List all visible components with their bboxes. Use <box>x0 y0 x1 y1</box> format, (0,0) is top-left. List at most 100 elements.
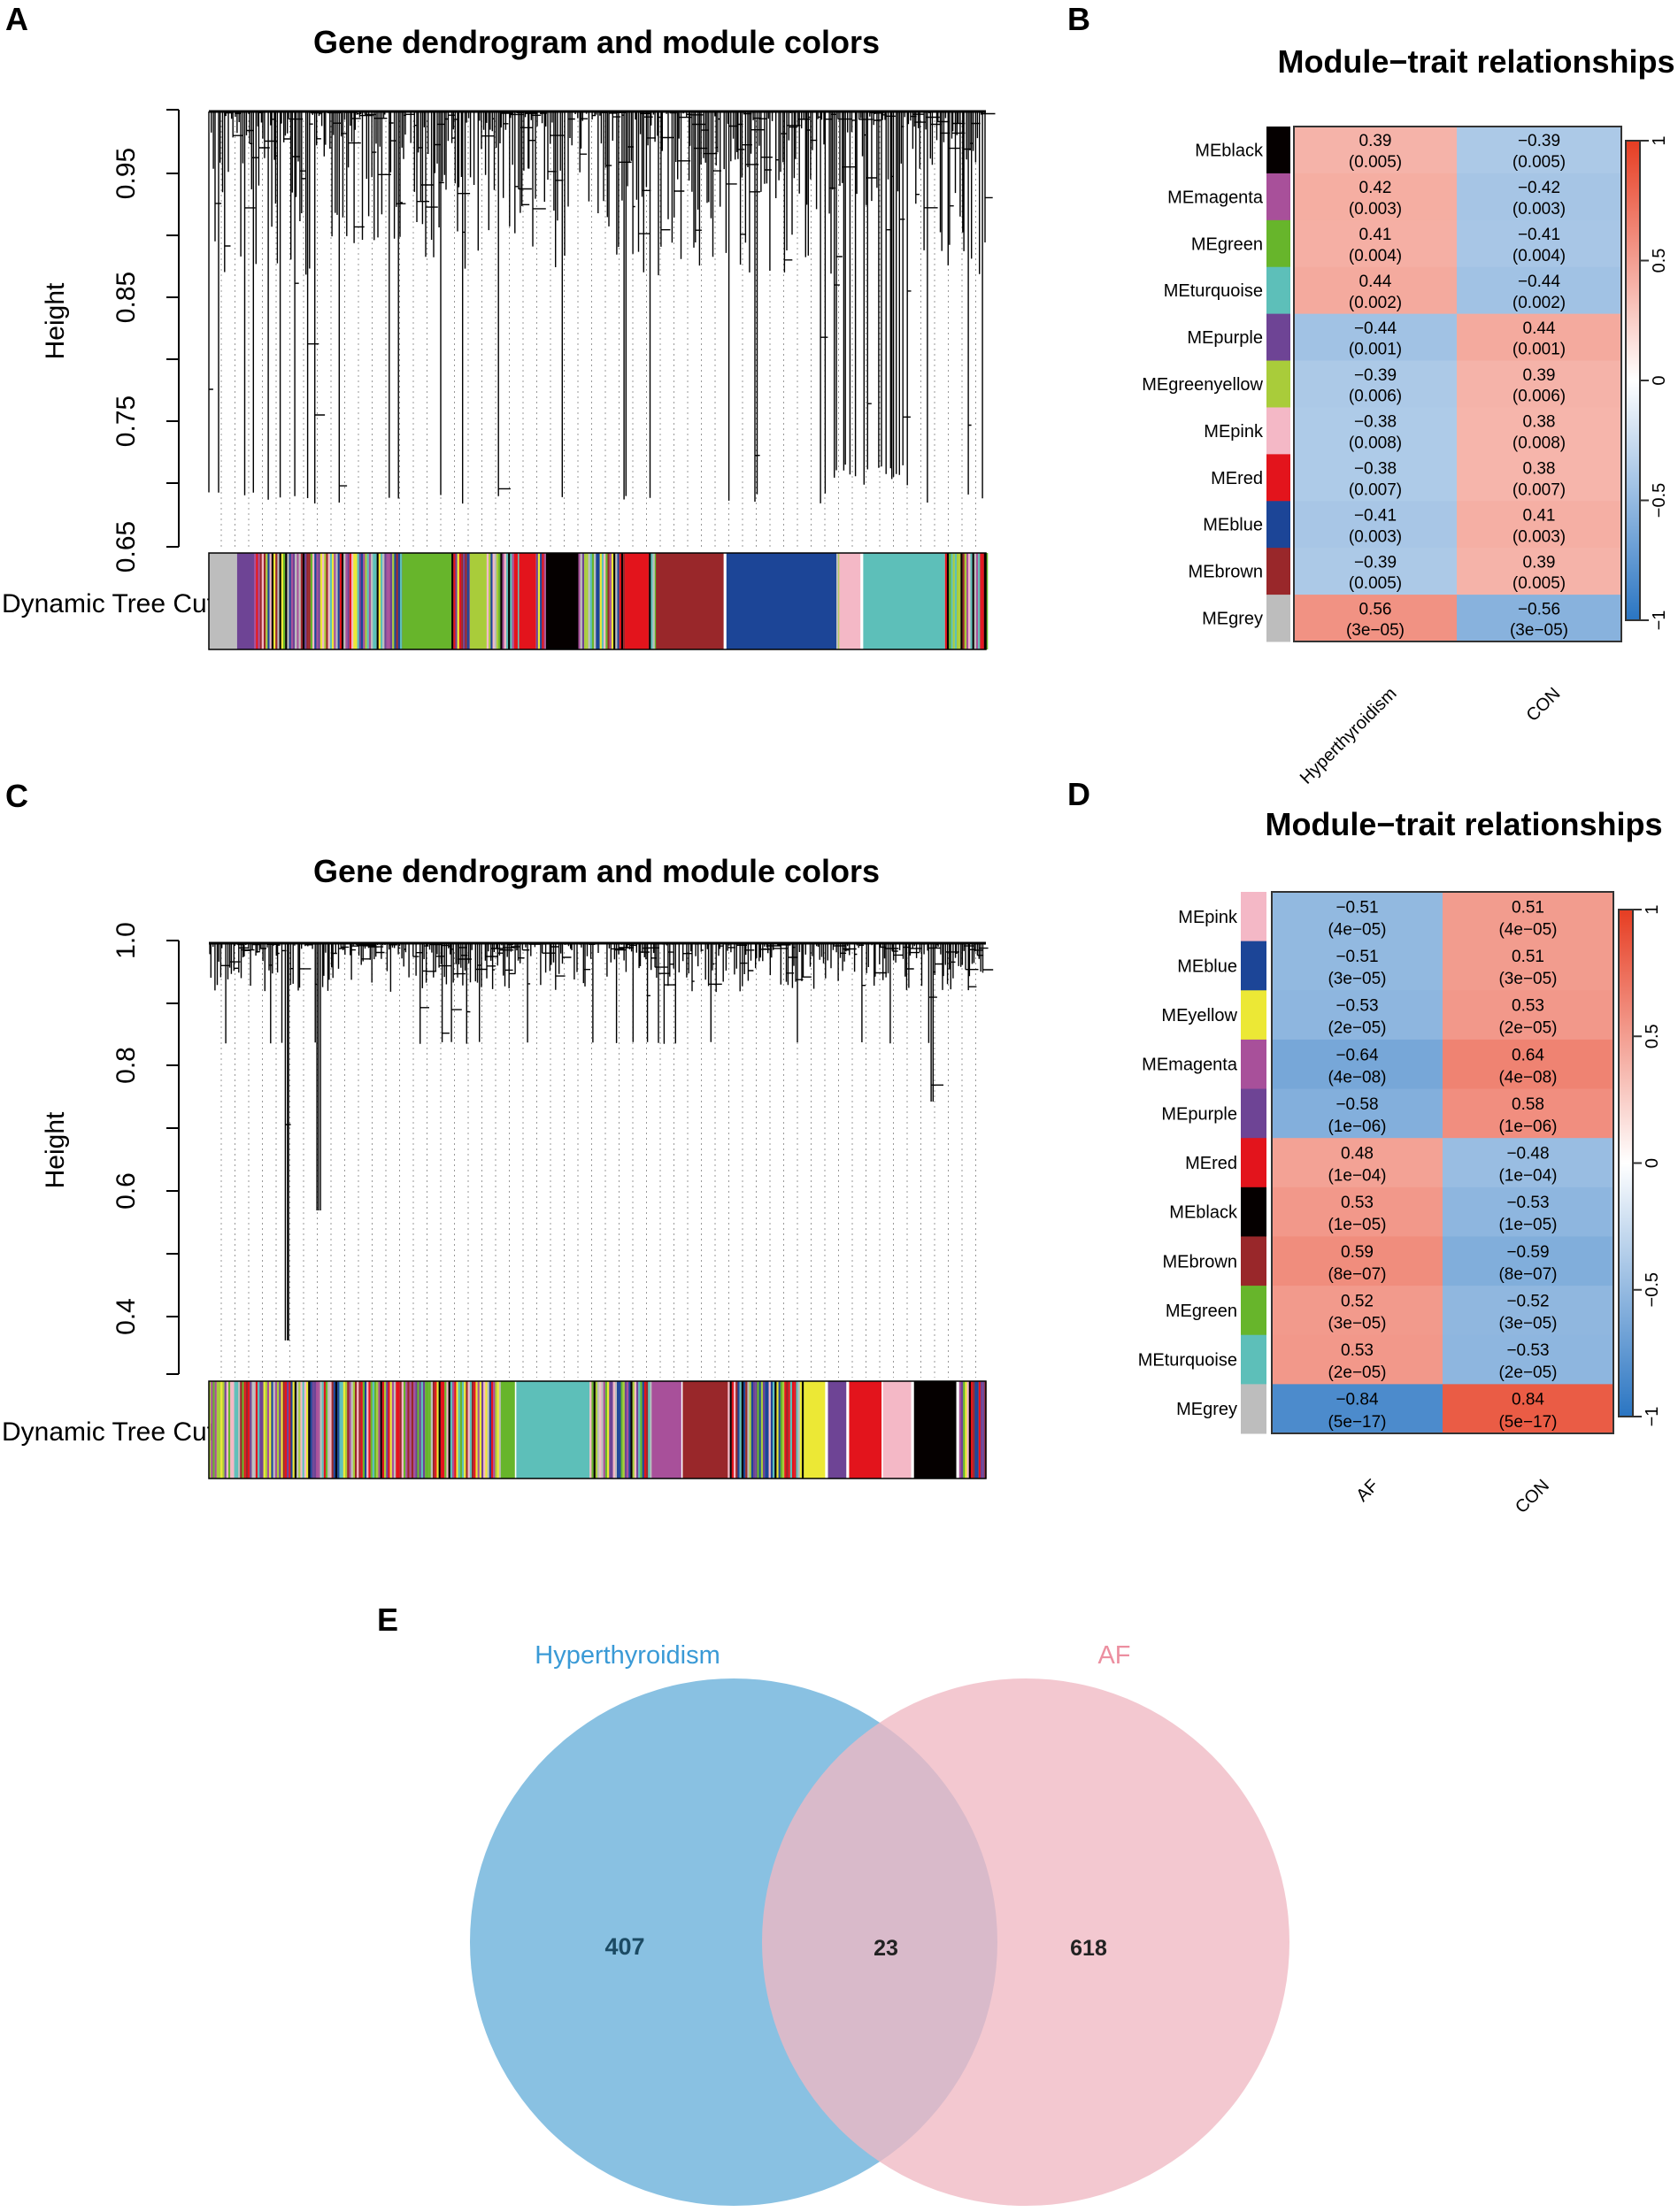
module-color-stripe <box>741 1381 744 1479</box>
module-color-stripe <box>599 1381 602 1479</box>
module-color-stripe <box>374 553 377 649</box>
module-color-stripe <box>466 553 469 649</box>
module-color-stripe <box>479 1381 482 1479</box>
correlation-value: 0.48 <box>1341 1145 1374 1164</box>
correlation-value: 0.64 <box>1512 1046 1544 1064</box>
module-color-stripe <box>745 1381 748 1479</box>
y-tick-a-1: 0.75 <box>112 396 141 447</box>
module-color-stripe <box>394 553 396 649</box>
row-label: MEgrey <box>1202 610 1263 629</box>
module-swatch-MEturquoise <box>1266 266 1290 315</box>
module-color-stripe <box>459 1381 463 1479</box>
module-color-stripe <box>310 1381 312 1479</box>
module-color-stripe <box>496 553 499 649</box>
module-color-stripe <box>396 1381 398 1479</box>
module-color-stripe <box>974 553 977 649</box>
row-label: MEgreenyellow <box>1142 375 1263 395</box>
p-value: (0.005) <box>1349 574 1402 593</box>
module-color-stripe <box>298 1381 301 1479</box>
module-color-stripe <box>381 1381 385 1479</box>
correlation-value: 0.39 <box>1523 366 1556 385</box>
module-color-stripe <box>435 1381 437 1479</box>
module-color-stripe <box>578 553 581 649</box>
module-color-stripe <box>350 553 354 649</box>
module-color-stripe <box>770 1381 774 1479</box>
p-value: (2e−05) <box>1328 1019 1386 1038</box>
module-swatch-MEblack <box>1241 1187 1266 1237</box>
module-color-stripe <box>760 1381 764 1479</box>
module-color-block-red <box>519 553 536 649</box>
module-color-stripe <box>966 1381 969 1479</box>
module-color-stripe <box>985 553 989 649</box>
module-color-block-turq <box>516 1381 590 1479</box>
p-value: (3e−05) <box>1498 970 1557 988</box>
y-tick-c-2: 0.8 <box>112 1047 141 1084</box>
module-color-stripe <box>384 1381 387 1479</box>
row-label: MEred <box>1211 469 1263 488</box>
colorbar-label-c: Dynamic Tree Cut <box>2 1417 215 1447</box>
module-color-stripe <box>331 1381 334 1479</box>
module-color-stripe <box>443 1381 445 1479</box>
module-color-stripe <box>976 1381 979 1479</box>
module-color-stripe <box>643 1381 647 1479</box>
module-color-stripe <box>481 1381 484 1479</box>
heatmap-title-d: Module−trait relationships <box>1265 806 1662 842</box>
heatmap-cell <box>1457 173 1621 221</box>
module-color-stripe <box>314 553 317 649</box>
module-color-stripe <box>951 553 953 649</box>
heatmap-cell <box>1272 892 1443 942</box>
p-value: (3e−05) <box>1498 1314 1557 1333</box>
module-color-stripe <box>253 1381 256 1479</box>
module-color-stripe <box>580 553 582 649</box>
row-label: MEmagenta <box>1167 188 1264 207</box>
module-color-stripe <box>628 1381 631 1479</box>
module-color-stripe <box>258 553 260 649</box>
module-color-block-mag <box>651 1381 681 1479</box>
p-value: (0.007) <box>1349 480 1402 499</box>
p-value: (0.008) <box>1349 434 1402 452</box>
module-swatch-MEturquoise <box>1241 1334 1266 1385</box>
dendrogram-title-a: Gene dendrogram and module colors <box>313 24 880 60</box>
module-color-block-blue <box>726 553 837 649</box>
module-color-stripe <box>281 1381 283 1479</box>
module-color-stripe <box>389 553 393 649</box>
module-color-stripe <box>273 1381 275 1479</box>
module-color-stripe <box>337 553 340 649</box>
module-color-stripe <box>358 553 362 649</box>
p-value: (0.006) <box>1349 388 1402 406</box>
module-color-stripe <box>956 553 959 649</box>
module-color-stripe <box>465 553 467 649</box>
module-color-stripe <box>581 553 585 649</box>
y-tick-c-1: 0.6 <box>112 1172 141 1210</box>
module-color-stripe <box>796 1381 798 1479</box>
p-value: (1e−05) <box>1328 1216 1386 1234</box>
module-color-block-grey <box>209 553 237 649</box>
module-color-stripe <box>259 553 262 649</box>
module-swatch-MEgreen <box>1266 219 1290 268</box>
module-color-stripe <box>321 1381 324 1479</box>
module-color-stripe <box>347 1381 350 1479</box>
module-color-stripe <box>486 553 489 649</box>
correlation-value: 0.53 <box>1512 997 1544 1016</box>
module-color-stripe <box>386 553 389 649</box>
module-color-stripe <box>739 1381 742 1479</box>
module-color-stripe <box>209 1381 212 1479</box>
module-color-block-brown <box>682 1381 728 1479</box>
module-color-stripe <box>487 1381 489 1479</box>
module-color-stripe <box>611 1381 613 1479</box>
heatmap-cell <box>1272 941 1443 991</box>
legend-tick-label: 1 <box>1643 904 1662 914</box>
module-color-stripe <box>335 1381 338 1479</box>
module-color-stripe <box>495 1381 497 1479</box>
module-color-stripe <box>245 1381 249 1479</box>
heatmap-cell <box>1294 501 1457 549</box>
module-color-stripe <box>758 1381 761 1479</box>
module-color-stripe <box>949 553 951 649</box>
module-swatch-MEpurple <box>1266 313 1290 362</box>
module-color-stripe <box>762 1381 766 1479</box>
module-color-stripe <box>425 1381 427 1479</box>
module-color-stripe <box>623 553 626 649</box>
module-color-stripe <box>613 553 616 649</box>
module-color-stripe <box>619 553 621 649</box>
module-color-stripe <box>277 553 280 649</box>
